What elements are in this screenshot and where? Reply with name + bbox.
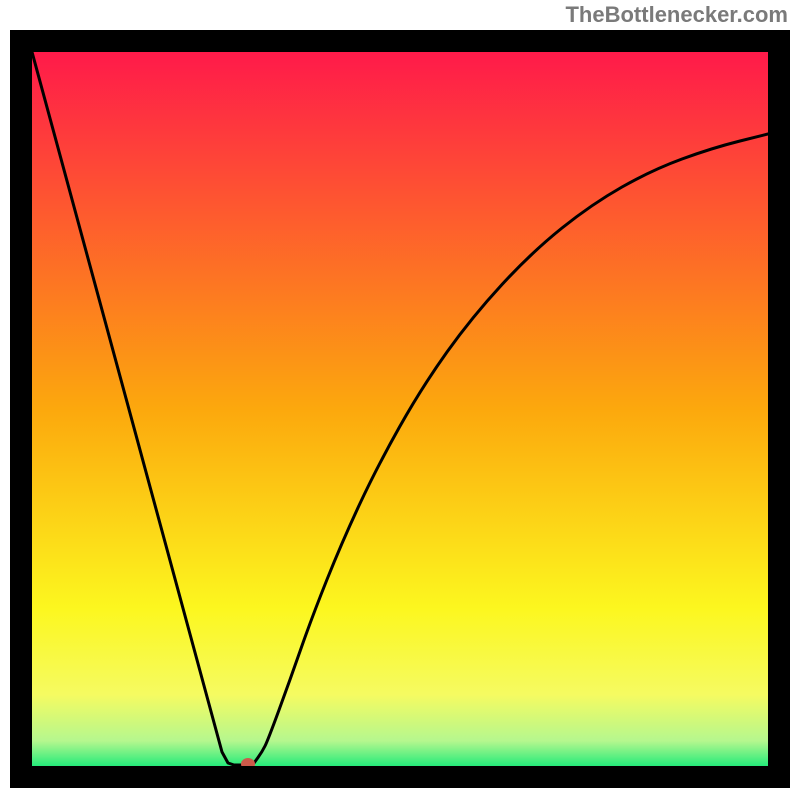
bottleneck-curve [32,52,768,766]
curve-path [32,52,768,765]
chart-container: { "canvas": { "width": 800, "height": 80… [0,0,800,800]
watermark-text: TheBottlenecker.com [565,2,788,28]
plot-area [32,52,768,766]
